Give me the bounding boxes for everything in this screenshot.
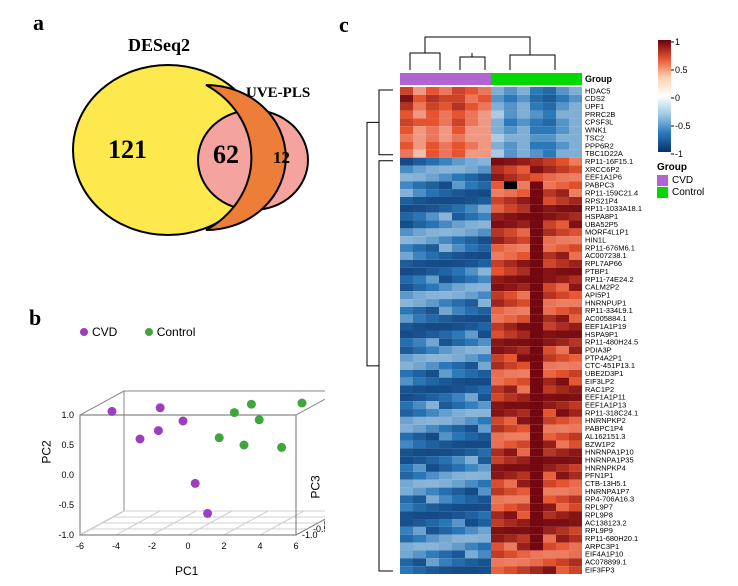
group-legend-title: Group: [657, 162, 704, 173]
svg-text:-1.0: -1.0: [58, 530, 74, 540]
svg-text:0.0: 0.0: [61, 470, 74, 480]
panel-label-c: c: [339, 12, 349, 38]
group-legend-control: Control: [672, 187, 704, 198]
svg-text:-0.5: -0.5: [58, 500, 74, 510]
svg-text:0: 0: [675, 93, 680, 103]
svg-text:1.0: 1.0: [61, 410, 74, 420]
pca-axis-z: PC3: [308, 475, 322, 498]
svg-text:EIF3FP3: EIF3FP3: [585, 565, 615, 574]
group-legend-cvd: CVD: [672, 175, 693, 186]
svg-text:0.5: 0.5: [61, 440, 74, 450]
pca-plot: CVD Control -6-4-20246-1.0-0.50.00.51.0-…: [40, 325, 325, 575]
venn-diagram: DESeq2 UVE-PLS 121 62 12: [58, 30, 323, 250]
venn-label-right: UVE-PLS: [246, 85, 310, 102]
venn-label-left: DESeq2: [128, 35, 190, 56]
pca-axis-x: PC1: [175, 564, 198, 578]
svg-text:0.0: 0.0: [324, 518, 325, 528]
svg-text:-6: -6: [76, 541, 84, 551]
colorbar: 10.50-0.5-1: [658, 38, 673, 153]
svg-text:-0.5: -0.5: [675, 121, 691, 131]
venn-count-left: 121: [108, 135, 147, 165]
svg-text:0.5: 0.5: [675, 65, 688, 75]
pca-axis-y: PC2: [40, 440, 54, 463]
panel-label-a: a: [33, 10, 44, 36]
group-legend: Group CVD Control: [657, 162, 704, 198]
svg-text:6: 6: [293, 541, 298, 551]
svg-text:0: 0: [185, 541, 190, 551]
svg-text:-1: -1: [675, 149, 683, 159]
svg-text:2: 2: [221, 541, 226, 551]
venn-count-overlap: 62: [213, 140, 239, 170]
svg-text:4: 4: [257, 541, 262, 551]
svg-text:-4: -4: [112, 541, 120, 551]
svg-text:Group: Group: [585, 74, 612, 84]
svg-text:1: 1: [675, 38, 680, 47]
svg-text:-2: -2: [148, 541, 156, 551]
venn-count-right: 12: [273, 148, 290, 168]
